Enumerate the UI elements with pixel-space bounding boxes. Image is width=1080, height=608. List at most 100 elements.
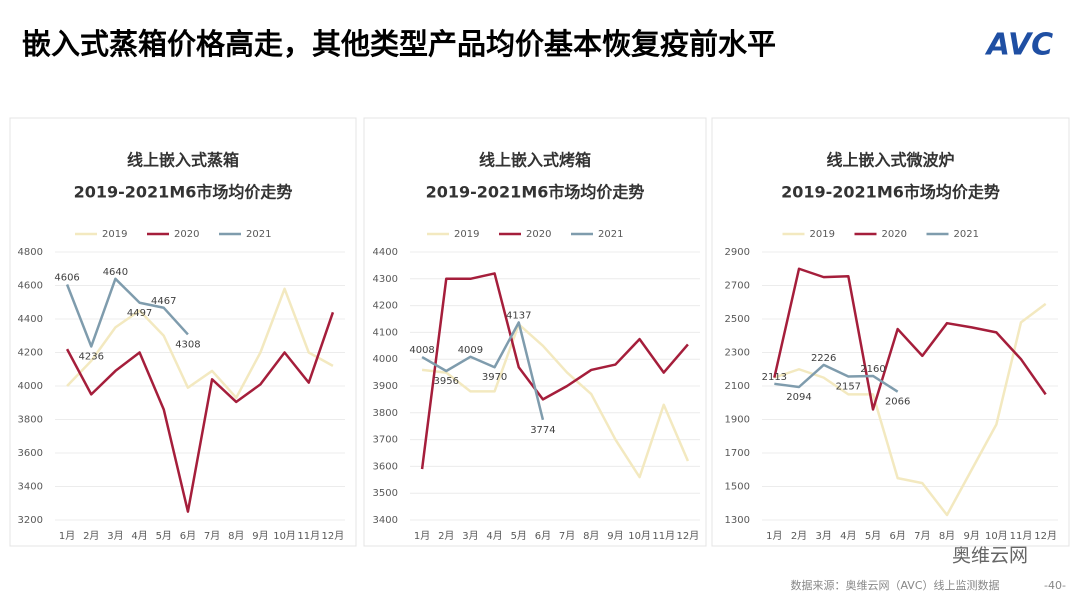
data-label: 2066 bbox=[885, 397, 910, 408]
data-label: 4008 bbox=[409, 345, 434, 356]
y-tick-label: 3200 bbox=[18, 515, 43, 526]
y-tick-label: 1700 bbox=[725, 448, 750, 459]
y-tick-label: 3400 bbox=[18, 482, 43, 493]
data-label: 4308 bbox=[175, 339, 200, 350]
legend-label: 2021 bbox=[246, 229, 271, 240]
y-tick-label: 2500 bbox=[725, 314, 750, 325]
logo: AVC bbox=[985, 28, 1053, 63]
legend-label: 2019 bbox=[454, 229, 479, 240]
chart-subtitle: 2019-2021M6市场均价走势 bbox=[426, 183, 645, 202]
line-series bbox=[65, 277, 189, 348]
x-tick-label: 11月 bbox=[652, 530, 675, 542]
x-tick-label: 11月 bbox=[297, 530, 320, 542]
x-tick-label: 5月 bbox=[511, 530, 527, 542]
x-tick-label: 7月 bbox=[204, 530, 220, 542]
y-tick-label: 3700 bbox=[373, 435, 398, 446]
slide-title: 嵌入式蒸箱价格高走，其他类型产品均价基本恢复疫前水平 bbox=[22, 27, 776, 61]
chart-title: 线上嵌入式烤箱 bbox=[479, 151, 591, 170]
y-tick-label: 4300 bbox=[373, 274, 398, 285]
line-series bbox=[65, 311, 335, 513]
y-tick-label: 4000 bbox=[373, 354, 398, 365]
chart-subtitle: 2019-2021M6市场均价走势 bbox=[74, 183, 293, 202]
x-tick-label: 1月 bbox=[414, 530, 430, 542]
chart-title: 线上嵌入式蒸箱 bbox=[127, 151, 239, 170]
x-tick-label: 9月 bbox=[252, 530, 268, 542]
data-label: 2160 bbox=[860, 364, 885, 375]
line-series bbox=[421, 321, 545, 421]
line-series bbox=[773, 267, 1047, 411]
x-tick-label: 10月 bbox=[985, 530, 1008, 542]
y-tick-label: 4600 bbox=[18, 281, 43, 292]
chart-panel bbox=[9, 117, 357, 547]
line-series bbox=[774, 363, 899, 393]
data-label: 3774 bbox=[530, 425, 555, 436]
y-tick-label: 4400 bbox=[18, 314, 43, 325]
data-label: 4009 bbox=[458, 345, 483, 356]
x-tick-label: 2月 bbox=[83, 530, 99, 542]
x-tick-label: 4月 bbox=[486, 530, 502, 542]
x-tick-label: 6月 bbox=[889, 530, 905, 542]
x-tick-label: 3月 bbox=[815, 530, 831, 542]
data-label: 3956 bbox=[434, 376, 459, 387]
data-label: 4137 bbox=[506, 310, 531, 321]
x-tick-label: 12月 bbox=[1034, 530, 1057, 542]
chart-panel bbox=[711, 117, 1070, 547]
y-tick-label: 4100 bbox=[373, 327, 398, 338]
x-tick-label: 4月 bbox=[131, 530, 147, 542]
y-tick-label: 3400 bbox=[373, 515, 398, 526]
x-tick-label: 12月 bbox=[677, 530, 700, 542]
line-series bbox=[773, 302, 1047, 517]
legend-label: 2020 bbox=[526, 229, 551, 240]
legend-label: 2021 bbox=[598, 229, 623, 240]
data-label: 2113 bbox=[762, 372, 787, 383]
x-tick-label: 6月 bbox=[535, 530, 551, 542]
chart-title: 线上嵌入式微波炉 bbox=[826, 151, 954, 170]
data-label: 2094 bbox=[786, 392, 811, 403]
y-tick-label: 2900 bbox=[725, 247, 750, 258]
legend-label: 2021 bbox=[954, 229, 979, 240]
x-tick-label: 11月 bbox=[1010, 530, 1033, 542]
y-tick-label: 4200 bbox=[18, 348, 43, 359]
line-series bbox=[420, 272, 689, 470]
data-label: 4497 bbox=[127, 308, 152, 319]
y-tick-label: 1300 bbox=[725, 515, 750, 526]
x-tick-label: 4月 bbox=[840, 530, 856, 542]
x-tick-label: 10月 bbox=[628, 530, 651, 542]
line-series bbox=[66, 287, 334, 399]
y-tick-label: 1900 bbox=[725, 415, 750, 426]
y-tick-label: 3800 bbox=[373, 408, 398, 419]
y-tick-label: 4200 bbox=[373, 301, 398, 312]
x-tick-label: 3月 bbox=[462, 530, 478, 542]
data-label: 2226 bbox=[811, 353, 836, 364]
page-number: -40- bbox=[1044, 579, 1066, 592]
chart-subtitle: 2019-2021M6市场均价走势 bbox=[781, 183, 1000, 202]
y-tick-label: 3600 bbox=[18, 448, 43, 459]
chart-panel bbox=[363, 117, 707, 547]
y-tick-label: 2700 bbox=[725, 281, 750, 292]
data-label: 3970 bbox=[482, 372, 507, 383]
y-tick-label: 2300 bbox=[725, 348, 750, 359]
x-tick-label: 5月 bbox=[865, 530, 881, 542]
data-label: 2157 bbox=[836, 381, 861, 392]
line-series bbox=[421, 323, 690, 479]
x-tick-label: 2月 bbox=[438, 530, 454, 542]
data-label: 4606 bbox=[54, 272, 79, 283]
legend-label: 2020 bbox=[882, 229, 907, 240]
x-tick-label: 6月 bbox=[180, 530, 196, 542]
y-tick-label: 4400 bbox=[373, 247, 398, 258]
legend-label: 2019 bbox=[102, 229, 127, 240]
x-tick-label: 10月 bbox=[273, 530, 296, 542]
x-tick-label: 7月 bbox=[914, 530, 930, 542]
source: 数据来源：奥维云网（AVC）线上监测数据 bbox=[790, 578, 999, 592]
legend-label: 2020 bbox=[174, 229, 199, 240]
data-label: 4640 bbox=[103, 267, 128, 278]
x-tick-label: 5月 bbox=[156, 530, 172, 542]
y-tick-label: 4000 bbox=[18, 381, 43, 392]
x-tick-label: 2月 bbox=[791, 530, 807, 542]
data-label: 4467 bbox=[151, 296, 176, 307]
y-tick-label: 3500 bbox=[373, 488, 398, 499]
y-tick-label: 3800 bbox=[18, 415, 43, 426]
x-tick-label: 1月 bbox=[766, 530, 782, 542]
x-tick-label: 9月 bbox=[607, 530, 623, 542]
